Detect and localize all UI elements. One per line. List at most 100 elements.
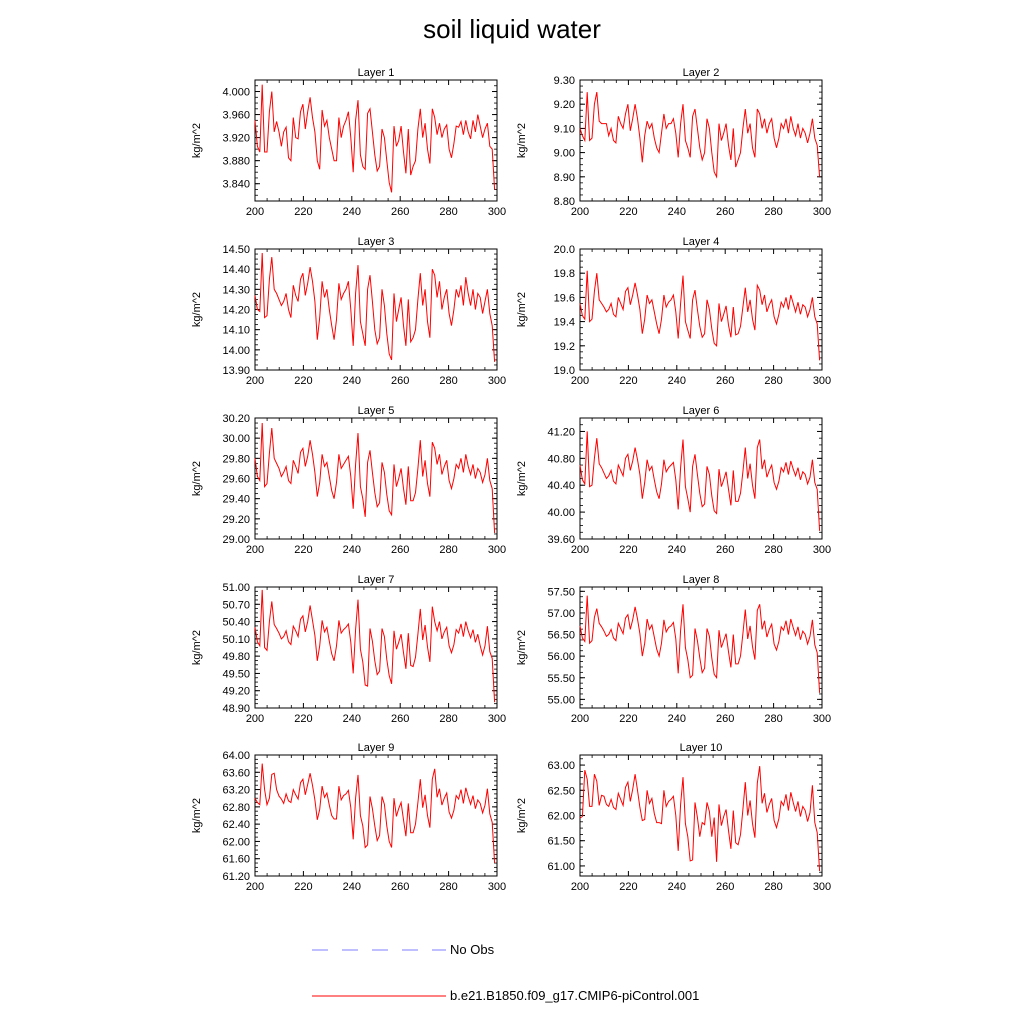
y-tick-label: 62.00 (547, 811, 575, 823)
x-tick-label: 200 (571, 206, 589, 218)
y-tick-label: 57.50 (547, 586, 575, 598)
y-tick-label: 41.20 (547, 426, 575, 438)
x-tick-label: 220 (294, 375, 312, 387)
x-tick-label: 280 (764, 713, 782, 725)
y-tick-label: 56.00 (547, 651, 575, 663)
x-tick-label: 280 (439, 375, 457, 387)
y-tick-label: 9.00 (554, 148, 575, 160)
panel-4: Layer 4 kg/m^2 200 220 240 260 280 300 19.0 19.2 1… (516, 236, 831, 387)
y-tick-label: 48.90 (222, 703, 250, 715)
y-tick-label: 3.960 (222, 110, 250, 122)
x-tick-label: 240 (668, 713, 686, 725)
x-tick-label: 200 (571, 881, 589, 893)
y-tick-label: 4.000 (222, 87, 250, 99)
y-axis-label: kg/m^2 (191, 798, 203, 833)
x-tick-label: 260 (716, 881, 734, 893)
x-tick-label: 220 (619, 713, 637, 725)
y-tick-label: 40.00 (547, 507, 575, 519)
x-tick-label: 300 (813, 206, 831, 218)
y-axis-label: kg/m^2 (191, 292, 203, 327)
y-axis-label: kg/m^2 (516, 461, 528, 496)
x-tick-label: 200 (571, 375, 589, 387)
x-tick-label: 260 (391, 375, 409, 387)
y-tick-label: 29.80 (222, 453, 250, 465)
x-tick-label: 280 (439, 881, 457, 893)
series-line (579, 431, 821, 531)
y-tick-label: 30.00 (222, 433, 250, 445)
panel-title: Layer 1 (358, 67, 395, 79)
series-line (254, 589, 496, 703)
x-tick-label: 300 (813, 713, 831, 725)
y-axis-label: kg/m^2 (191, 461, 203, 496)
y-tick-label: 13.90 (222, 365, 250, 377)
x-tick-label: 240 (668, 544, 686, 556)
y-tick-label: 14.20 (222, 305, 250, 317)
panel-5: Layer 5 kg/m^2 200 220 240 260 280 300 29.00 29.2… (191, 405, 506, 556)
x-tick-label: 200 (246, 206, 264, 218)
series-line (579, 92, 821, 179)
y-tick-label: 8.80 (554, 196, 575, 208)
y-tick-label: 50.10 (222, 634, 250, 646)
y-tick-label: 29.20 (222, 514, 250, 526)
y-tick-label: 63.60 (222, 767, 250, 779)
panel-title: Layer 4 (683, 236, 720, 248)
x-tick-label: 240 (668, 206, 686, 218)
series-line (254, 84, 496, 193)
x-tick-label: 200 (571, 713, 589, 725)
y-tick-label: 3.880 (222, 156, 250, 168)
y-tick-label: 40.40 (547, 480, 575, 492)
x-tick-label: 280 (764, 206, 782, 218)
y-tick-label: 51.00 (222, 582, 250, 594)
x-tick-label: 220 (294, 713, 312, 725)
panel-10: Layer 10 kg/m^2 200 220 240 260 280 300 61.00 61.… (516, 742, 831, 893)
y-tick-label: 29.00 (222, 534, 250, 546)
series-line (254, 252, 496, 362)
panel-1: Layer 1 kg/m^2 200 220 240 260 280 300 3.840 3.88… (191, 67, 506, 218)
y-tick-label: 62.50 (547, 785, 575, 797)
y-axis-label: kg/m^2 (191, 630, 203, 665)
y-tick-label: 64.00 (222, 750, 250, 762)
x-tick-label: 240 (343, 881, 361, 893)
y-tick-label: 19.8 (554, 268, 575, 280)
x-tick-label: 260 (716, 544, 734, 556)
y-tick-label: 29.40 (222, 494, 250, 506)
series-line (579, 595, 821, 693)
panel-title: Layer 3 (358, 236, 395, 248)
x-tick-label: 200 (571, 544, 589, 556)
y-tick-label: 14.30 (222, 284, 250, 296)
x-tick-label: 240 (343, 206, 361, 218)
y-tick-label: 61.00 (547, 861, 575, 873)
x-tick-label: 240 (343, 713, 361, 725)
y-tick-label: 19.6 (554, 292, 575, 304)
y-tick-label: 39.60 (547, 534, 575, 546)
y-tick-label: 55.50 (547, 673, 575, 685)
x-tick-label: 200 (246, 881, 264, 893)
y-tick-label: 19.2 (554, 341, 575, 353)
x-tick-label: 300 (488, 713, 506, 725)
y-tick-label: 61.20 (222, 871, 250, 883)
y-tick-label: 55.00 (547, 694, 575, 706)
x-tick-label: 240 (668, 881, 686, 893)
x-tick-label: 220 (619, 375, 637, 387)
y-axis-label: kg/m^2 (516, 630, 528, 665)
y-tick-label: 14.40 (222, 264, 250, 276)
panel-title: Layer 6 (683, 405, 720, 417)
series-line (254, 763, 496, 864)
x-tick-label: 220 (294, 206, 312, 218)
legend-obs-label: No Obs (450, 942, 495, 957)
y-tick-label: 40.80 (547, 453, 575, 465)
y-tick-label: 57.00 (547, 608, 575, 620)
y-tick-label: 62.00 (222, 836, 250, 848)
x-tick-label: 300 (813, 375, 831, 387)
x-tick-label: 280 (764, 881, 782, 893)
panel-title: Layer 7 (358, 574, 395, 586)
y-tick-label: 56.50 (547, 630, 575, 642)
y-axis-label: kg/m^2 (516, 798, 528, 833)
y-tick-label: 14.50 (222, 244, 250, 256)
y-tick-label: 63.20 (222, 785, 250, 797)
y-tick-label: 9.20 (554, 99, 575, 111)
x-tick-label: 240 (668, 375, 686, 387)
y-tick-label: 61.50 (547, 836, 575, 848)
y-axis-label: kg/m^2 (516, 292, 528, 327)
